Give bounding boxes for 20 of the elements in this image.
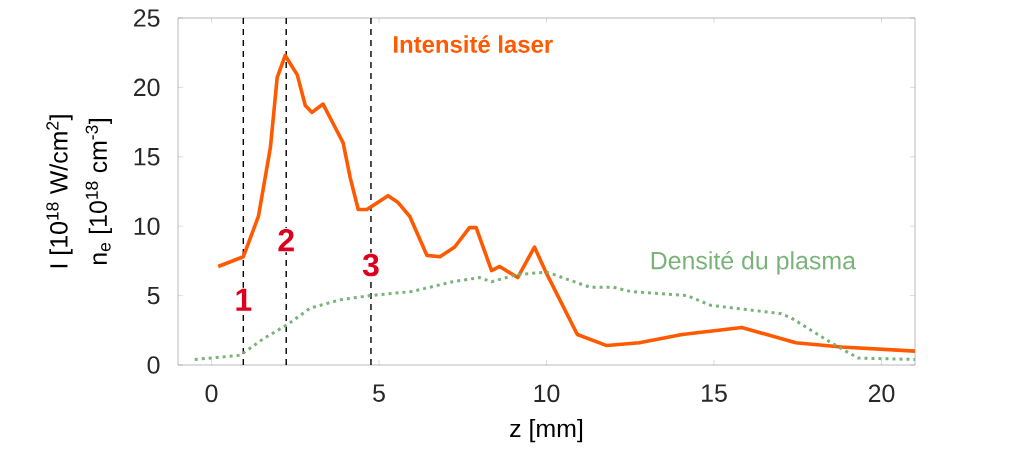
- y-tick-label: 10: [134, 217, 160, 236]
- y-tick-label: 15: [134, 148, 160, 166]
- x-tick-label: 20: [868, 384, 895, 403]
- x-tick-label: 10: [534, 384, 560, 403]
- line-series: [216, 53, 917, 353]
- y-tick-label: 25: [134, 9, 160, 27]
- annotation: 3: [362, 253, 379, 277]
- series-label: Densité du plasma: [651, 250, 856, 275]
- x-tick-label: 0: [205, 384, 218, 403]
- annotation: 1: [236, 288, 252, 311]
- annotation: 2: [278, 228, 294, 252]
- x-axis-title: z [mm]: [510, 419, 583, 443]
- x-tick-label: 15: [702, 384, 727, 402]
- y-tick-label: 0: [147, 356, 160, 374]
- text: n$_{e}$ [10$^{18}$ cm$^{-3}$]: [85, 119, 112, 265]
- text: I [10$^{18}$ W/cm$^{2}$]: [46, 115, 73, 268]
- x-tick-label: 5: [373, 384, 385, 402]
- y-tick-label: 5: [147, 286, 160, 305]
- y-tick-label: 20: [134, 78, 160, 97]
- text: Intensité laser: [393, 35, 553, 53]
